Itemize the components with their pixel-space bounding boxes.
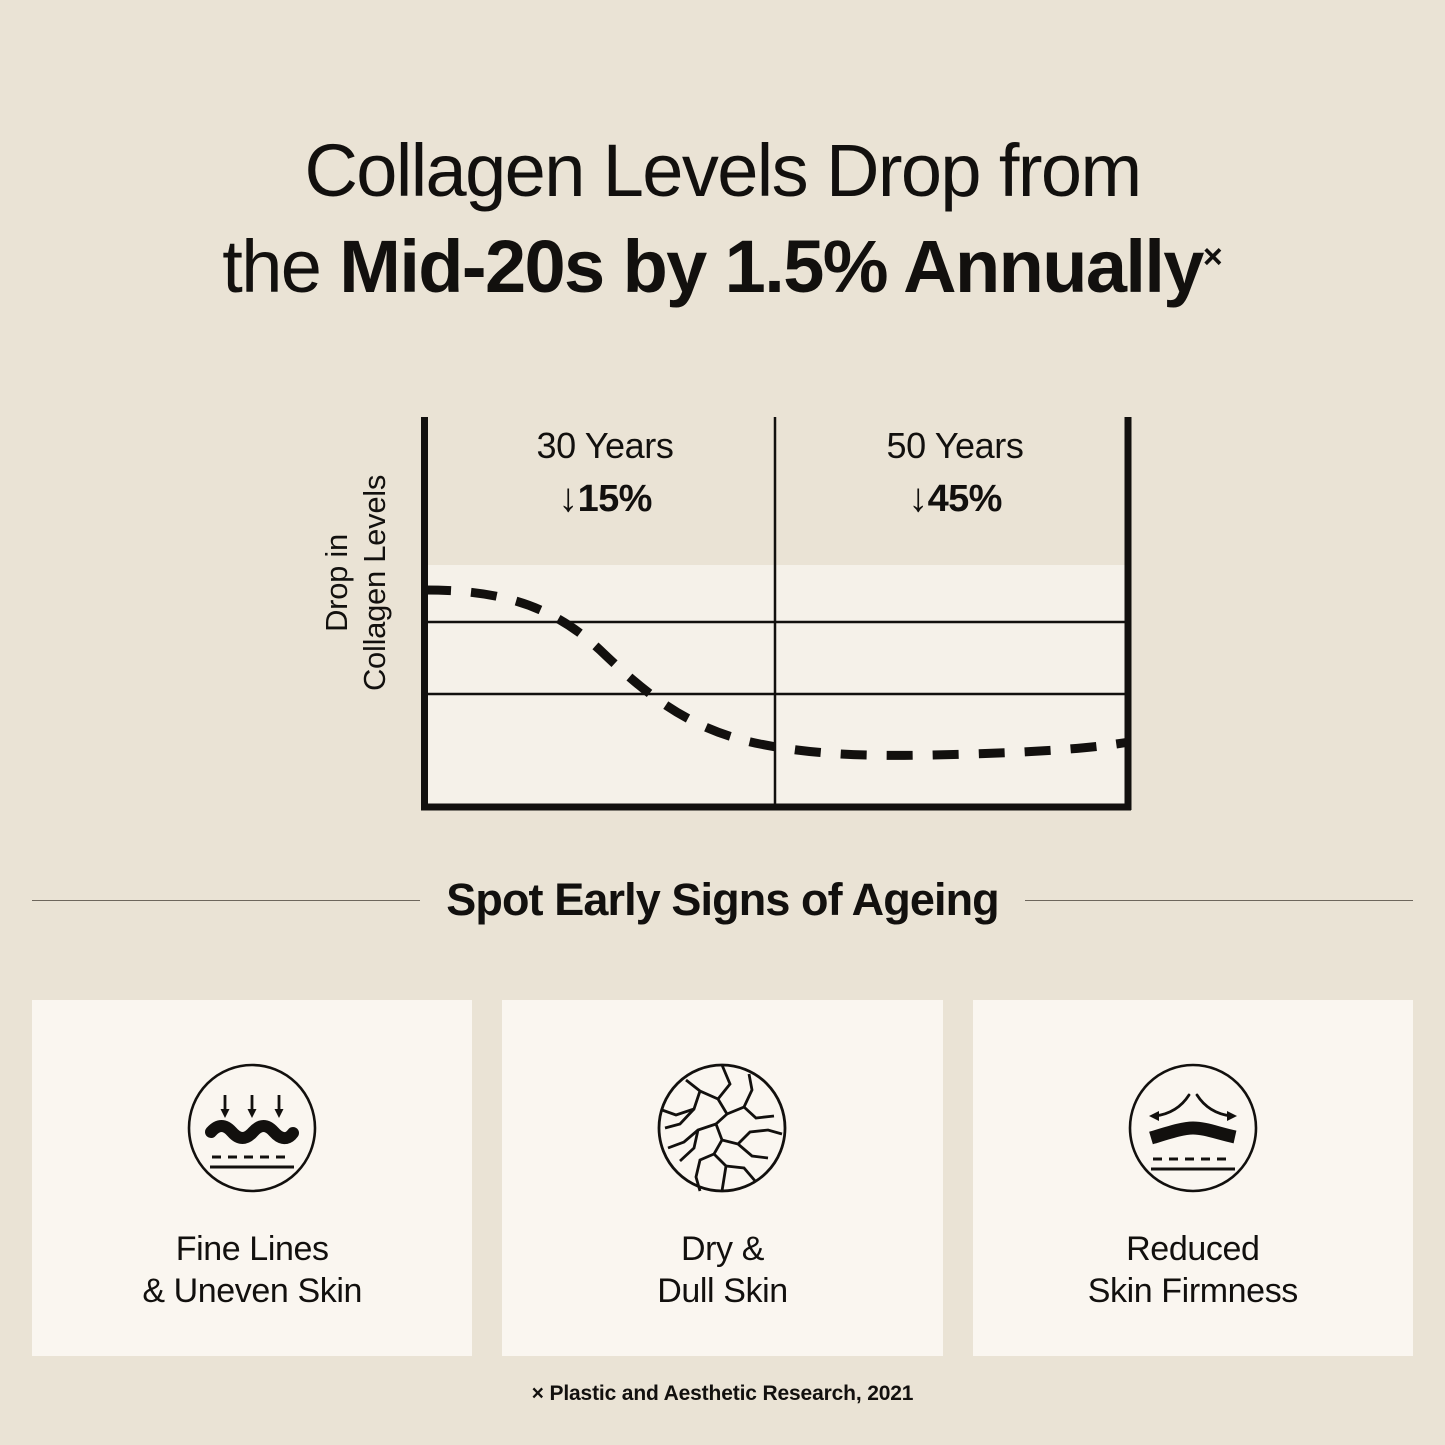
title-line-2: the Mid-20s by 1.5% Annually× bbox=[0, 214, 1445, 310]
source-footnote: × Plastic and Aesthetic Research, 2021 bbox=[531, 1382, 914, 1405]
chart-y-axis-label-text: Drop in Collagen Levels bbox=[318, 475, 394, 691]
card-dry-dull-skin[interactable]: Dry & Dull Skin bbox=[502, 1000, 943, 1356]
marker-age-label-2: 50 Years bbox=[886, 425, 1024, 466]
page-title: Collagen Levels Drop from the Mid-20s by… bbox=[0, 128, 1445, 310]
marker-drop-value-1: 15% bbox=[577, 478, 653, 520]
card-label-dry-dull-skin: Dry & Dull Skin bbox=[657, 1230, 788, 1310]
marker-drop-1: ↓15% bbox=[440, 474, 770, 523]
title-line-2-prefix: the bbox=[222, 225, 340, 308]
y-axis-label-line-2: Collagen Levels bbox=[357, 474, 392, 692]
down-arrow-icon: ↓ bbox=[908, 476, 928, 520]
divider-left bbox=[32, 899, 421, 901]
card-label-fine-lines: Fine Lines & Uneven Skin bbox=[142, 1230, 363, 1310]
chart-marker-50-years: 50 Years ↓45% bbox=[790, 424, 1120, 523]
chart-svg bbox=[421, 417, 1132, 811]
chart-marker-30-years: 30 Years ↓15% bbox=[440, 424, 770, 523]
section-title: Spot Early Signs of Ageing bbox=[446, 874, 999, 925]
sagging-skin-arrows-icon bbox=[1128, 1063, 1258, 1193]
title-footnote-marker: × bbox=[1202, 238, 1223, 276]
divider-right bbox=[1024, 899, 1414, 901]
down-arrow-icon: ↓ bbox=[558, 476, 578, 520]
collagen-decline-chart bbox=[0, 400, 1445, 830]
cracked-circle-icon bbox=[658, 1063, 787, 1193]
card-reduced-firmness[interactable]: Reduced Skin Firmness bbox=[972, 1000, 1413, 1356]
card-fine-lines[interactable]: Fine Lines & Uneven Skin bbox=[32, 1000, 473, 1356]
title-line-2-emphasis: Mid-20s by 1.5% Annually bbox=[339, 225, 1204, 308]
marker-drop-2: ↓45% bbox=[790, 474, 1120, 523]
section-heading-row: Spot Early Signs of Ageing bbox=[0, 872, 1445, 928]
marker-age-label-1: 30 Years bbox=[536, 425, 674, 466]
chart-collagen-curve bbox=[424, 585, 1130, 760]
card-label-reduced-firmness: Reduced Skin Firmness bbox=[1087, 1230, 1299, 1310]
chart-y-axis-label: Drop in Collagen Levels bbox=[296, 448, 416, 718]
marker-drop-value-2: 45% bbox=[927, 478, 1003, 520]
title-line-1: Collagen Levels Drop from bbox=[304, 129, 1142, 212]
signs-card-list: Fine Lines & Uneven Skin bbox=[32, 1000, 1413, 1356]
wavy-skin-down-arrows-icon bbox=[187, 1063, 317, 1193]
y-axis-label-line-1: Drop in bbox=[319, 534, 354, 632]
